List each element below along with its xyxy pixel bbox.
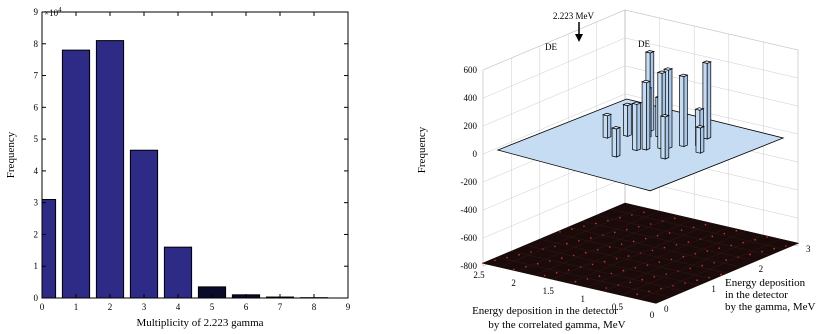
x-tick-label-4: 4 bbox=[176, 302, 181, 312]
tall-bar-4 bbox=[678, 73, 689, 148]
z-axis-label: Frequency bbox=[416, 126, 428, 173]
bar-1 bbox=[61, 49, 91, 299]
bar-3 bbox=[129, 149, 159, 299]
y-axis-label-line2: in the detector bbox=[725, 289, 788, 301]
z-tick-label-600: 600 bbox=[464, 65, 478, 75]
annotation-arrow bbox=[575, 22, 583, 42]
y-tick-label-9: 9 bbox=[34, 7, 39, 17]
y-tick-label-3: 3 bbox=[34, 198, 39, 208]
z-tick-label--200: -200 bbox=[461, 177, 478, 187]
tall-bar-12 bbox=[640, 79, 652, 151]
z-tick-label-400: 400 bbox=[464, 93, 478, 103]
z-tick-label--800: -800 bbox=[461, 261, 478, 271]
y-tick-label-2: 2 bbox=[34, 229, 39, 239]
x-tick-label-1: 1 bbox=[581, 294, 586, 304]
x-axis-label-line2: by the correlated gamma, MeV bbox=[488, 319, 625, 331]
tall-bar-0 bbox=[701, 60, 712, 140]
x-tick-label-1.5: 1.5 bbox=[543, 286, 555, 296]
annotation-de-left: DE bbox=[545, 42, 557, 52]
x-tick-label-0.5: 0.5 bbox=[612, 302, 624, 312]
x-tick-label-2: 2 bbox=[108, 302, 113, 312]
bar-2 bbox=[95, 40, 125, 299]
x-tick-label-2.5: 2.5 bbox=[473, 270, 485, 280]
y-tick-label-8: 8 bbox=[34, 39, 39, 49]
y-tick-label-0: 0 bbox=[34, 293, 39, 303]
x-axis-label: Multiplicity of 2.223 gamma bbox=[136, 317, 263, 329]
z-tick-label-0: 0 bbox=[473, 149, 478, 159]
x-tick-label-6: 6 bbox=[244, 302, 249, 312]
energy-deposition-3d-plot: 6004002000-200-400-600-8002.521.510.5001… bbox=[416, 9, 815, 331]
y-axis-label: Frequency bbox=[5, 131, 17, 178]
y-axis-label-line1: Energy deposition bbox=[725, 277, 806, 289]
z-tick-label--400: -400 bbox=[461, 205, 478, 215]
annotation-2223-mev: 2.223 MeV bbox=[553, 11, 594, 21]
x-tick-label-8: 8 bbox=[312, 302, 317, 312]
x-tick-label-7: 7 bbox=[278, 302, 283, 312]
y-tick-label-6: 6 bbox=[34, 102, 39, 112]
x-tick-label-9: 9 bbox=[346, 302, 351, 312]
x-tick-label-0: 0 bbox=[40, 302, 45, 312]
x-axis-label-line1: Energy deposition in the detector bbox=[472, 305, 618, 317]
tall-bar-13 bbox=[631, 101, 642, 152]
y-tick-label-2: 2 bbox=[759, 264, 764, 274]
bar-0 bbox=[41, 198, 57, 299]
y-tick-label-7: 7 bbox=[34, 71, 39, 81]
tall-bar-15 bbox=[610, 126, 622, 158]
bar-4 bbox=[163, 246, 193, 299]
y-tick-label-3: 3 bbox=[806, 244, 811, 254]
multiplicity-histogram: 0 1 2 3 4 5 6 7 8 9 0 1 2 3 4 5 6 7 8 9 ×104 Multiplicity … bbox=[5, 6, 351, 329]
y-tick-label-5: 5 bbox=[34, 134, 39, 144]
x-tick-label-5: 5 bbox=[210, 302, 215, 312]
x-tick-label-3: 3 bbox=[142, 302, 147, 312]
y-tick-label-4: 4 bbox=[34, 166, 39, 176]
z-tick-label-200: 200 bbox=[464, 121, 478, 131]
tall-bar-8 bbox=[694, 125, 706, 154]
x-tick-label-1: 1 bbox=[74, 302, 79, 312]
y-tick-label-0: 0 bbox=[664, 304, 669, 314]
tall-bar-14 bbox=[659, 114, 670, 160]
tall-bar-11 bbox=[601, 112, 613, 139]
y-tick-label-1: 1 bbox=[34, 261, 39, 271]
annotation-de-right: DE bbox=[638, 39, 650, 49]
x-tick-label-0: 0 bbox=[650, 310, 655, 320]
z-tick-label--600: -600 bbox=[461, 233, 478, 243]
x-tick-label-2: 2 bbox=[511, 278, 515, 288]
plot-frame bbox=[41, 11, 349, 299]
y-axis-label-line3: by the gamma, MeV bbox=[725, 301, 815, 313]
tall-bar-7 bbox=[622, 102, 633, 137]
y-tick-label-1: 1 bbox=[711, 284, 716, 294]
exponent-label: ×104 bbox=[44, 6, 62, 18]
